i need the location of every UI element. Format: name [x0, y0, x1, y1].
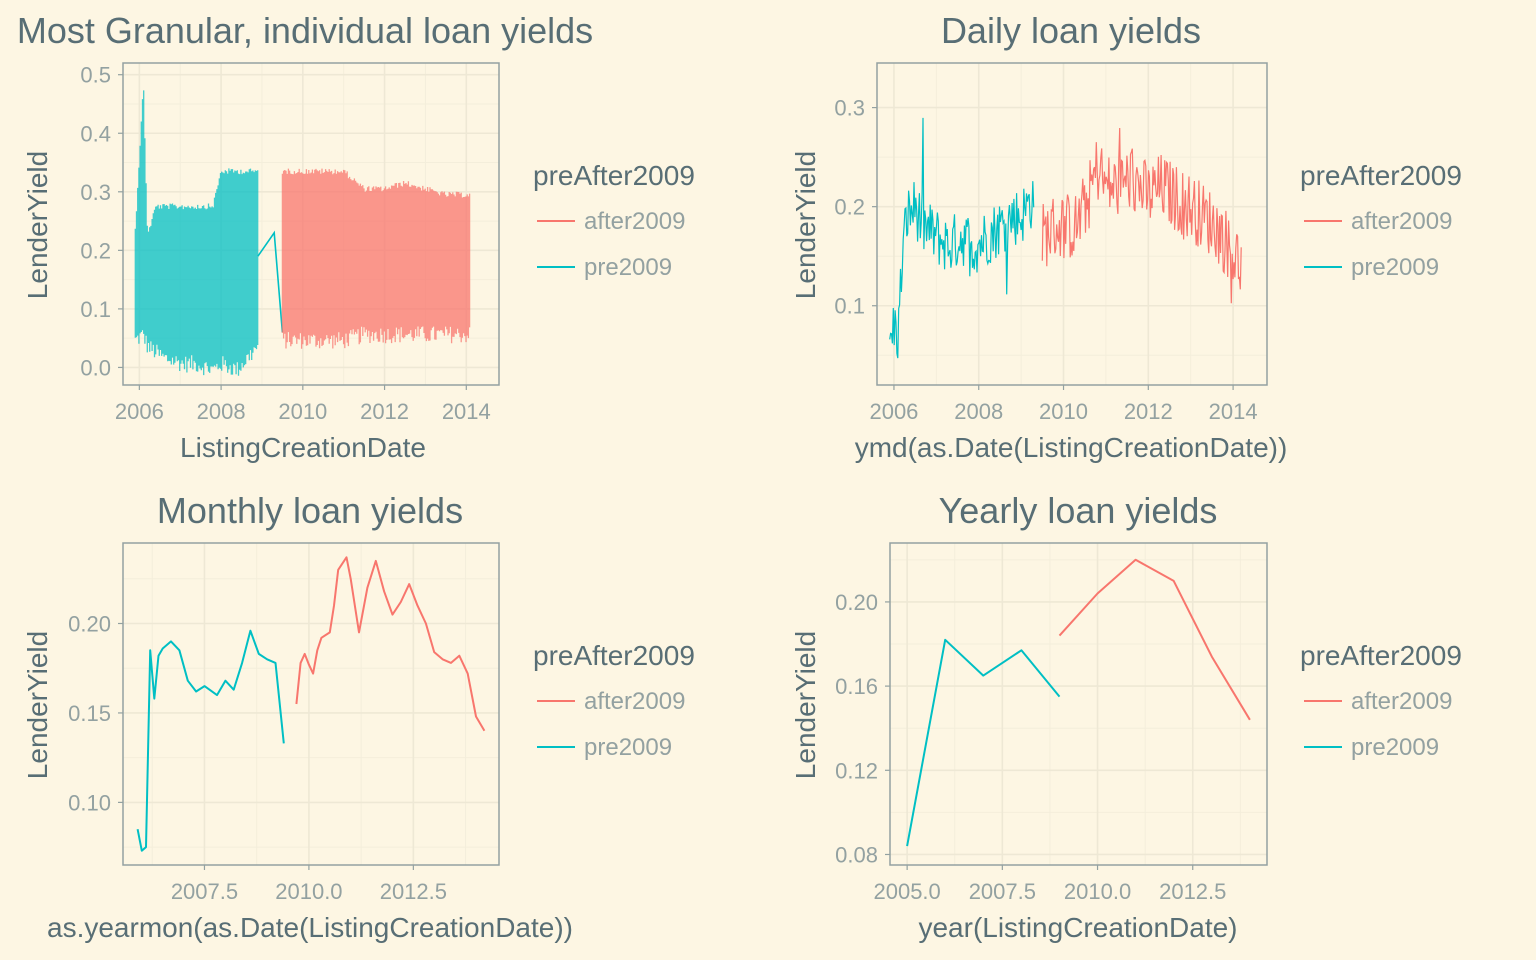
- y-tick-label: 0.2: [834, 195, 865, 220]
- x-tick-label: 2010.0: [275, 879, 342, 904]
- chart-title: Most Granular, individual loan yields: [17, 10, 593, 51]
- series-group: [906, 558, 1251, 847]
- x-tick-label: 2006: [115, 399, 164, 424]
- panel-border: [889, 542, 1268, 866]
- y-axis-title: LenderYield: [790, 631, 821, 779]
- y-tick-label: 0.1: [80, 297, 111, 322]
- x-axis-title: as.yearmon(as.Date(ListingCreationDate)): [47, 912, 573, 943]
- plot-area: 2006 2008 2010 2012 2014 0.1 0.2 0.3: [834, 62, 1268, 424]
- x-tick-label: 2006: [869, 399, 918, 424]
- series-line-pre2009: [136, 629, 285, 852]
- x-tick-label: 2014: [442, 399, 491, 424]
- y-tick-label: 0.3: [80, 180, 111, 205]
- series-band-pre2009: [134, 90, 259, 376]
- plot-area: 2006 2008 2010 2012 2014 0.0 0.1 0.2 0.3 0.4 0.5: [80, 62, 500, 424]
- x-tick-label: 2008: [954, 399, 1003, 424]
- legend-title: preAfter2009: [1300, 160, 1462, 191]
- series-line-after2009: [295, 556, 486, 732]
- panel-border: [876, 62, 1268, 386]
- panel-daily: 2006 2008 2010 2012 2014 0.1 0.2 0.3 Daily loan…: [790, 10, 1462, 463]
- x-axis-title: ListingCreationDate: [180, 432, 426, 463]
- x-tick-label: 2014: [1209, 399, 1258, 424]
- legend-label-after2009: after2009: [584, 208, 685, 235]
- x-tick-label: 2007.5: [171, 879, 238, 904]
- legend-label-after2009: after2009: [1351, 688, 1452, 715]
- y-axis-title: LenderYield: [790, 151, 821, 299]
- y-tick-label: 0.15: [68, 701, 111, 726]
- series-group: [889, 117, 1242, 359]
- series-line-pre2009: [889, 117, 1035, 359]
- x-tick-label: 2010: [278, 399, 327, 424]
- y-tick-label: 0.3: [834, 96, 865, 121]
- x-tick-label: 2012: [1124, 399, 1173, 424]
- series-band-after2009: [281, 168, 471, 349]
- legend-title: preAfter2009: [533, 160, 695, 191]
- chart-title: Yearly loan yields: [939, 490, 1218, 531]
- plot-area: 2005.0 2007.5 2010.0 2012.5 0.08 0.12 0.16 0.20: [835, 542, 1268, 904]
- panel-monthly: 2007.5 2010.0 2012.5 0.10 0.15 0.20 Monthly l…: [22, 490, 695, 943]
- y-tick-label: 0.16: [835, 674, 878, 699]
- series-group: [136, 556, 486, 852]
- y-axis-title: LenderYield: [22, 631, 53, 779]
- panel-yearly: 2005.0 2007.5 2010.0 2012.5 0.08 0.12 0.16 0.20…: [790, 490, 1462, 943]
- series-group: [134, 90, 471, 376]
- y-tick-label: 0.12: [835, 758, 878, 783]
- x-tick-label: 2005.0: [873, 879, 940, 904]
- legend-label-pre2009: pre2009: [584, 734, 672, 761]
- y-tick-label: 0.1: [834, 294, 865, 319]
- y-tick-label: 0.10: [68, 790, 111, 815]
- legend-label-pre2009: pre2009: [1351, 254, 1439, 281]
- legend-label-pre2009: pre2009: [584, 254, 672, 281]
- series-line-pre2009: [906, 638, 1061, 847]
- panel-border: [122, 542, 500, 866]
- y-tick-label: 0.5: [80, 63, 111, 88]
- series-line-after2009: [1041, 127, 1242, 304]
- y-tick-label: 0.20: [835, 590, 878, 615]
- series-tail-pre2009: [257, 230, 284, 333]
- y-tick-label: 0.2: [80, 238, 111, 263]
- y-tick-label: 0.20: [68, 612, 111, 637]
- series-line-after2009: [1058, 558, 1251, 721]
- x-tick-label: 2008: [197, 399, 246, 424]
- x-tick-label: 2010: [1039, 399, 1088, 424]
- x-axis-title: year(ListingCreationDate): [918, 912, 1237, 943]
- y-tick-label: 0.08: [835, 842, 878, 867]
- x-tick-label: 2012.5: [380, 879, 447, 904]
- x-tick-label: 2007.5: [969, 879, 1036, 904]
- x-tick-label: 2012: [360, 399, 409, 424]
- legend-label-after2009: after2009: [1351, 208, 1452, 235]
- legend-label-pre2009: pre2009: [1351, 734, 1439, 761]
- panel-border: [122, 62, 500, 386]
- x-tick-label: 2012.5: [1159, 879, 1226, 904]
- panel-granular: 2006 2008 2010 2012 2014 0.0 0.1 0.2 0.3 0.4 0.5 M…: [17, 10, 695, 463]
- x-axis-title: ymd(as.Date(ListingCreationDate)): [855, 432, 1288, 463]
- chart-title: Monthly loan yields: [157, 490, 463, 531]
- y-tick-label: 0.4: [80, 121, 111, 146]
- legend-title: preAfter2009: [533, 640, 695, 671]
- legend-title: preAfter2009: [1300, 640, 1462, 671]
- plot-area: 2007.5 2010.0 2012.5 0.10 0.15 0.20: [68, 542, 500, 904]
- x-tick-label: 2010.0: [1064, 879, 1131, 904]
- chart-title: Daily loan yields: [941, 10, 1201, 51]
- y-tick-label: 0.0: [80, 355, 111, 380]
- legend-label-after2009: after2009: [584, 688, 685, 715]
- y-axis-title: LenderYield: [22, 151, 53, 299]
